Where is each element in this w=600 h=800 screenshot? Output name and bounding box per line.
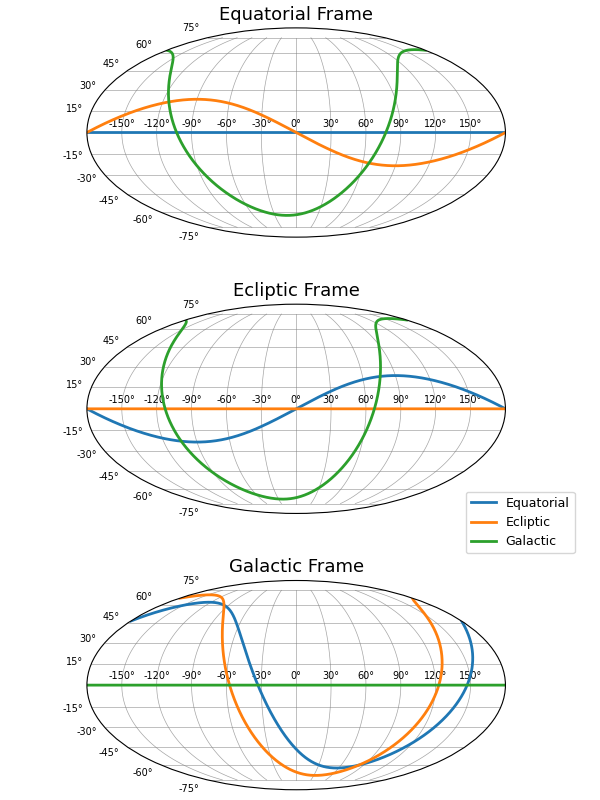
Title: Ecliptic Frame: Ecliptic Frame <box>233 282 359 300</box>
Legend: Equatorial, Ecliptic, Galactic: Equatorial, Ecliptic, Galactic <box>466 492 575 554</box>
Title: Equatorial Frame: Equatorial Frame <box>219 6 373 23</box>
Title: Galactic Frame: Galactic Frame <box>229 558 364 576</box>
